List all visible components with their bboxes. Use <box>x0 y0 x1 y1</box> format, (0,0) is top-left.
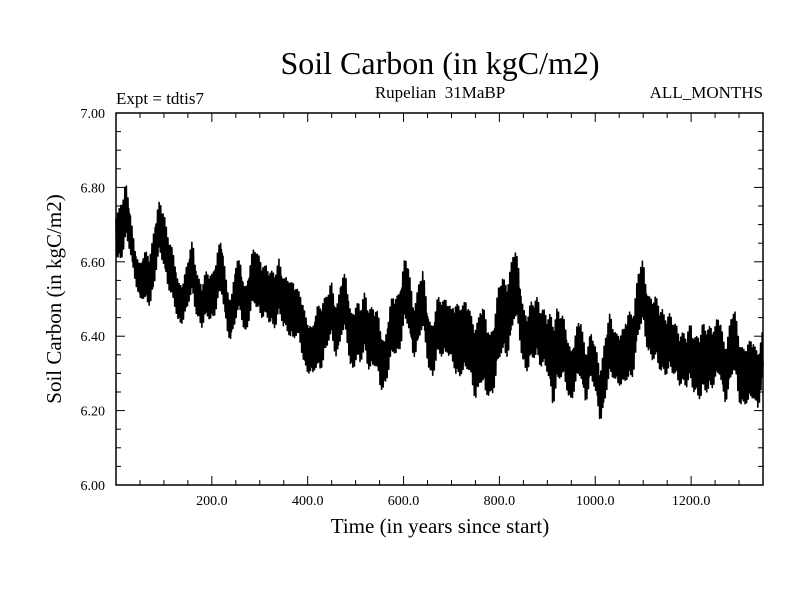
x-tick-label: 400.0 <box>292 494 324 509</box>
y-tick-label: 6.60 <box>81 256 106 271</box>
plot-frame <box>115 112 764 486</box>
x-tick-label: 600.0 <box>388 494 420 509</box>
y-tick-label: 6.20 <box>81 405 106 420</box>
y-tick-label: 6.40 <box>81 330 106 345</box>
period-label: ALL_MONTHS <box>650 83 763 102</box>
axis-ticks <box>116 113 763 485</box>
series-layer <box>115 185 764 420</box>
y-tick-label: 7.00 <box>81 107 106 122</box>
chart-title: Soil Carbon (in kgC/m2) <box>280 45 599 81</box>
y-tick-label: 6.00 <box>81 479 106 494</box>
y-tick-label: 6.80 <box>81 181 106 196</box>
x-tick-label: 800.0 <box>484 494 516 509</box>
x-tick-label: 200.0 <box>196 494 228 509</box>
x-tick-label: 1200.0 <box>672 494 711 509</box>
y-axis-label: Soil Carbon (in kgC/m2) <box>42 194 66 403</box>
series-line-0 <box>115 185 764 420</box>
experiment-label: Expt = tdtis7 <box>116 89 204 108</box>
x-axis-label: Time (in years since start) <box>331 514 550 538</box>
tick-labels: 200.0 400.0 600.0 800.0 1000.0 1200.0 6.00 6.20… <box>81 107 711 509</box>
chart-subtitle: Rupelian 31MaBP <box>375 83 505 102</box>
x-tick-label: 1000.0 <box>576 494 615 509</box>
